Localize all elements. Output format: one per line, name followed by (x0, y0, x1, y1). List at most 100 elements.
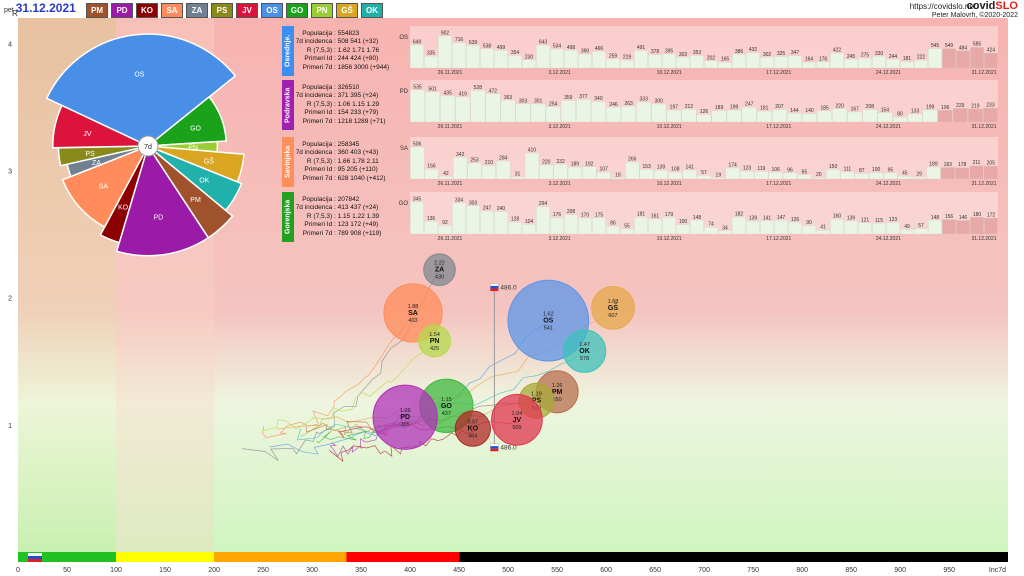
bubble-circle[interactable] (372, 384, 438, 450)
pie-slice-jv[interactable] (52, 104, 149, 149)
sparkline-bar (564, 214, 578, 235)
sparkline-value: 176 (819, 56, 828, 62)
sparkline-value: 95 (888, 167, 894, 173)
sparkline-value: 501 (428, 87, 437, 93)
sparkline-bar (508, 221, 522, 235)
bubble-circle[interactable] (423, 253, 456, 287)
pie-slice-label: PM (190, 197, 201, 204)
sparkline-value: 716 (455, 37, 464, 43)
sparkline-value: 499 (497, 45, 506, 51)
chip-pm[interactable]: PM (86, 3, 108, 18)
sparkline-value: 222 (917, 55, 926, 61)
chip-ko[interactable]: KO (136, 3, 158, 18)
sparkline-bar (922, 109, 938, 123)
sparkline-bar (928, 220, 942, 235)
sparkline-bar (508, 55, 522, 69)
sparkline-frame (410, 26, 998, 68)
sparkline-value: 334 (455, 198, 464, 204)
x-tick-label: 500 (502, 567, 514, 574)
marker-flag-blue (490, 286, 499, 289)
bubble-circle[interactable] (562, 329, 607, 373)
sparkline-value: 156 (945, 214, 954, 220)
pie-slice-pd[interactable] (115, 144, 210, 257)
chip-gš[interactable]: GŠ (336, 3, 358, 18)
pie-center (137, 135, 159, 157)
region-stats-pd: Populacija : 326510 7d incidenca : 371 39… (270, 84, 386, 126)
sparkline-value: 29 (916, 172, 922, 178)
chip-ps[interactable]: PS (211, 3, 233, 18)
sparkline-value: 126 (791, 217, 800, 223)
sparkline-value: 175 (595, 212, 604, 218)
sparkline-bar (452, 202, 466, 235)
chip-os[interactable]: OS (261, 3, 283, 18)
sparkline-value: 359 (564, 95, 573, 101)
stat-label: Populacija (302, 196, 334, 203)
sparkline-bar (970, 217, 984, 235)
sparkline-value: 189 (715, 105, 724, 111)
sparkline-value: 147 (777, 215, 786, 221)
sparkline-value: 150 (829, 164, 838, 170)
sparkline-value: 96 (787, 167, 793, 173)
chip-jv[interactable]: JV (236, 3, 258, 18)
sparkline-value: 172 (987, 213, 996, 219)
sparkline-value: 148 (931, 215, 940, 221)
bubble-circle[interactable] (418, 324, 452, 358)
chip-pd[interactable]: PD (111, 3, 133, 18)
pie-slice-sa[interactable] (61, 144, 150, 229)
sparkline-value: 294 (539, 201, 548, 207)
trace-sa (262, 313, 414, 439)
bubble-circle[interactable] (491, 393, 543, 446)
sparkline-value: 146 (959, 215, 968, 221)
sparkline-value: 424 (987, 47, 996, 53)
sparkline-date: 31.12.2021 (971, 181, 996, 187)
bubble-inc-label: 550 (553, 397, 562, 403)
chip-sa[interactable]: SA (161, 3, 183, 18)
bubble-r-label: 2.22 (434, 261, 445, 267)
sparkline-value: 220 (836, 103, 845, 109)
bubble-code-label: SA (408, 310, 418, 317)
sparkline-bar (438, 176, 453, 180)
chip-za[interactable]: ZA (186, 3, 208, 18)
bubble-r-label: 0.97 (467, 420, 478, 426)
pie-slice-label: KO (118, 205, 129, 212)
stat-value: : 1.62 1.71 1.76 (334, 46, 380, 54)
sparkline-bar (510, 176, 525, 180)
pie-slice-os[interactable] (45, 33, 237, 147)
marker-flag-blue (490, 446, 499, 449)
sparkline-value: 435 (444, 90, 453, 96)
y-tick-label: 3 (8, 169, 12, 176)
bubble-code-label: PD (400, 414, 410, 421)
sparkline-bar (634, 217, 648, 235)
pie-slice-ko[interactable] (99, 145, 149, 244)
sparkline-bar (424, 168, 439, 180)
pie-slice-go[interactable] (145, 95, 227, 147)
bubble-code-label: GO (441, 403, 452, 410)
sparkline-value: 192 (585, 161, 594, 167)
chip-ok[interactable]: OK (361, 3, 383, 18)
x-tick-label: 100 (110, 567, 122, 574)
sparkline-bar (746, 220, 760, 235)
sparkline-value: 330 (875, 51, 884, 57)
sparkline-bar (575, 99, 591, 123)
sparkline-bar (455, 96, 471, 123)
pie-slice-label: PD (154, 215, 164, 222)
stat-label: 7d incidenca (295, 149, 334, 157)
sparkline-value: 210 (485, 160, 494, 166)
header-bar: pet 31.12.2021 PM PD KO SA ZA PS JV OS GO PN GŠ OK h… (0, 0, 1024, 19)
sparkline-value: 390 (581, 49, 590, 55)
site-url[interactable]: https://covidslo.net (909, 2, 976, 11)
sparkline-value: 123 (889, 217, 898, 223)
bubble-circle[interactable] (591, 286, 635, 330)
chip-go[interactable]: GO (286, 3, 308, 18)
chip-pn[interactable]: PN (311, 3, 333, 18)
x-tick-label: 800 (796, 567, 808, 574)
bubble-circle[interactable] (454, 410, 491, 447)
sparkline-bar (591, 101, 606, 123)
